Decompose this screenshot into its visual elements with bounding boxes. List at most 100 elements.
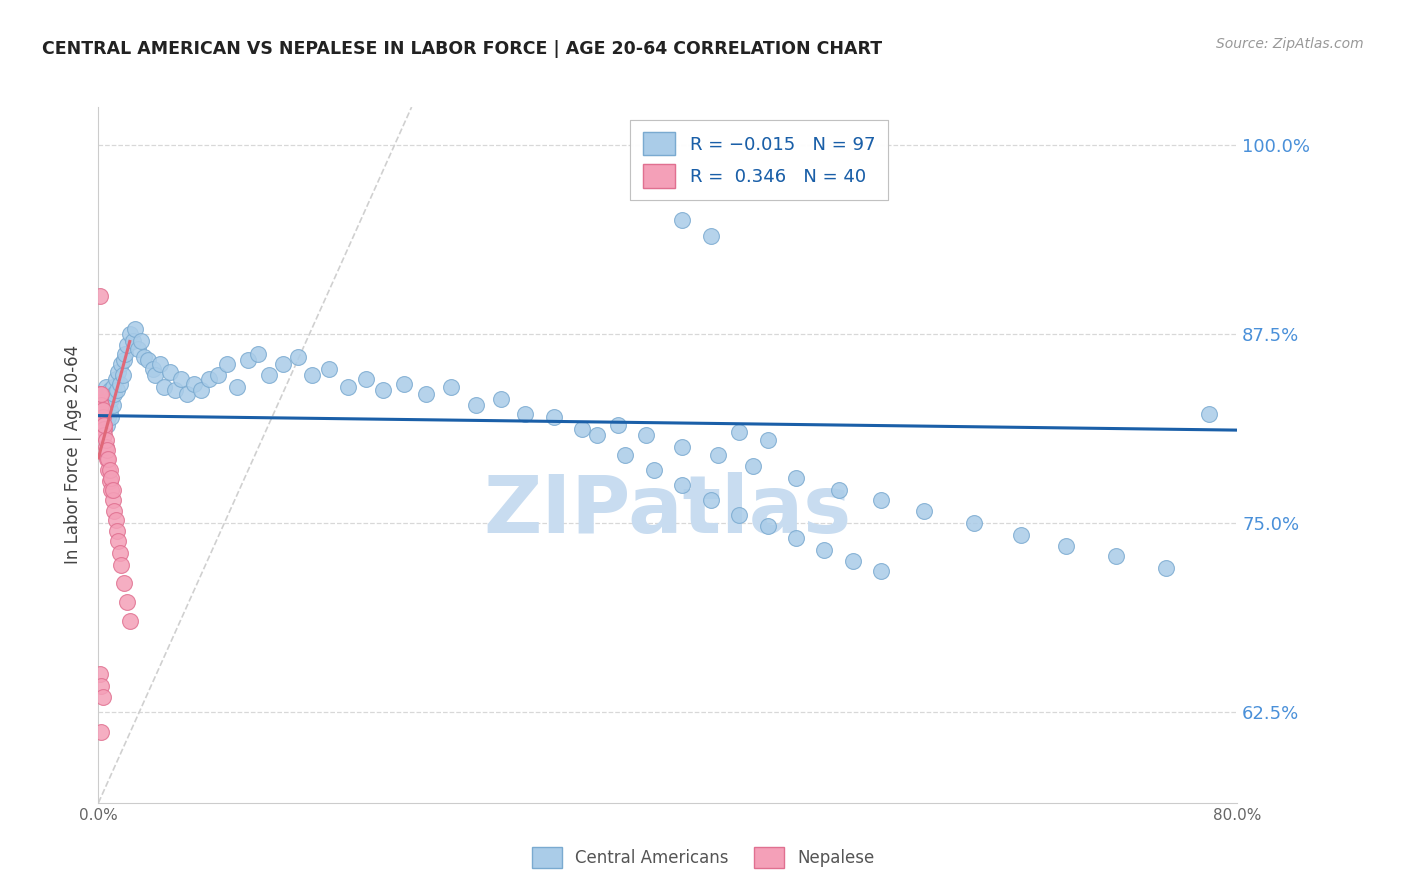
Point (585, 428, 607, 442)
Point (813, 543, 835, 558)
Y-axis label: In Labor Force | Age 20-64: In Labor Force | Age 20-64 (65, 345, 83, 565)
Point (96, 398, 118, 412)
Point (828, 483, 851, 497)
Point (89, 410, 111, 425)
Point (91, 417, 114, 432)
Point (415, 387, 437, 401)
Point (1056, 539, 1078, 553)
Point (100, 392, 122, 406)
Point (336, 380, 359, 394)
Point (373, 383, 395, 397)
Point (93, 387, 115, 401)
Point (94, 433, 117, 447)
Point (870, 493, 893, 508)
Point (159, 365, 181, 379)
Point (103, 387, 125, 401)
Point (112, 352, 135, 367)
Point (756, 433, 779, 447)
Point (706, 448, 728, 462)
Point (107, 534, 129, 549)
Point (141, 361, 163, 376)
Point (89, 395, 111, 409)
Point (89, 410, 111, 425)
Point (607, 417, 630, 432)
Point (728, 508, 751, 523)
Point (93, 417, 115, 432)
Point (89, 402, 111, 417)
Point (108, 546, 131, 560)
Point (614, 448, 637, 462)
Point (236, 352, 259, 367)
Point (643, 463, 665, 477)
Point (225, 380, 247, 394)
Point (90, 387, 112, 401)
Point (105, 383, 128, 397)
Point (963, 516, 986, 530)
Point (149, 357, 172, 371)
Point (1154, 561, 1177, 575)
Point (94, 441, 117, 455)
Point (115, 337, 138, 351)
Point (571, 422, 593, 436)
Point (176, 387, 198, 401)
Point (107, 365, 129, 379)
Point (636, 428, 658, 442)
Point (742, 458, 765, 473)
Point (671, 478, 693, 492)
Point (785, 531, 807, 545)
Point (115, 594, 138, 608)
Point (354, 372, 377, 386)
Point (90, 402, 112, 417)
Point (100, 410, 122, 425)
Point (91, 690, 114, 704)
Point (301, 368, 323, 382)
Point (90, 724, 112, 739)
Point (104, 513, 127, 527)
Point (129, 334, 152, 349)
Point (728, 425, 751, 440)
Point (91, 417, 114, 432)
Point (97, 410, 120, 425)
Point (118, 326, 141, 341)
Point (98, 402, 121, 417)
Point (108, 376, 131, 391)
Point (101, 483, 124, 497)
Point (104, 372, 127, 386)
Point (132, 350, 155, 364)
Point (101, 493, 124, 508)
Point (259, 368, 281, 382)
Point (98, 383, 121, 397)
Point (207, 368, 229, 382)
Point (491, 392, 513, 406)
Point (785, 470, 807, 484)
Point (287, 350, 309, 364)
Point (94, 407, 117, 421)
Point (170, 372, 193, 386)
Point (127, 342, 149, 356)
Point (100, 483, 122, 497)
Point (515, 407, 537, 421)
Point (101, 380, 124, 394)
Point (153, 380, 176, 394)
Point (110, 357, 132, 371)
Point (90, 407, 112, 421)
Point (89, 667, 111, 681)
Legend: Central Americans, Nepalese: Central Americans, Nepalese (524, 840, 882, 875)
Point (145, 368, 167, 382)
Point (105, 524, 128, 538)
Point (464, 398, 486, 412)
Point (842, 554, 865, 568)
Point (756, 519, 779, 533)
Point (90, 398, 112, 412)
Point (110, 558, 132, 573)
Point (124, 322, 146, 336)
Point (440, 380, 463, 394)
Point (93, 422, 115, 436)
Point (1198, 407, 1220, 421)
Point (103, 504, 125, 518)
Point (93, 413, 115, 427)
Point (198, 372, 221, 386)
Point (114, 346, 136, 360)
Point (90, 679, 112, 693)
Point (246, 346, 269, 360)
